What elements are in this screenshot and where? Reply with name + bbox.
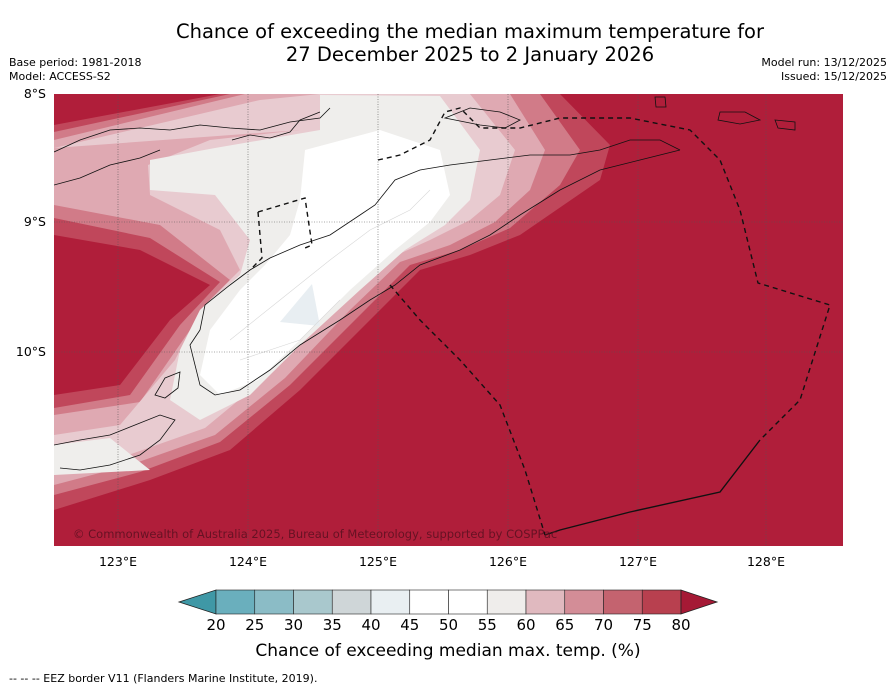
colorbar-tick-label: 65 <box>555 616 575 634</box>
coast-rote <box>154 371 181 399</box>
colorbar-tick-label: 75 <box>632 616 652 634</box>
coast-sumba <box>54 414 176 471</box>
colorbar-segment <box>331 589 372 615</box>
colorbar-arrow-high <box>680 589 719 615</box>
meta-right: Model run: 13/12/2025 Issued: 15/12/2025 <box>761 56 887 83</box>
coast-timor-south <box>189 149 681 396</box>
title-line-1: Chance of exceeding the median maximum t… <box>175 20 765 43</box>
model-name: Model: ACCESS-S2 <box>9 69 111 83</box>
colorbar-segment <box>409 589 449 615</box>
colorbar-tick-label: 55 <box>477 616 497 634</box>
band-45-50 <box>280 284 320 326</box>
issued-date: Issued: 15/12/2025 <box>780 69 887 83</box>
colorbar-segment <box>603 589 643 615</box>
lon-label-126e: 126°E <box>488 554 527 569</box>
coast-alor <box>231 111 321 141</box>
colorbar-segment <box>564 589 604 615</box>
lon-label-124e: 124°E <box>228 554 267 569</box>
colorbar-segment <box>525 589 566 615</box>
eez-footnote: -- -- -- EEZ border V11 (Flanders Marine… <box>9 672 318 685</box>
lon-label-123e: 123°E <box>98 554 137 569</box>
colorbar-tick-label: 40 <box>361 616 381 634</box>
base-period: Base period: 1981-2018 <box>9 56 142 69</box>
colorbar-segment <box>293 589 333 615</box>
colorbar-tick-label: 45 <box>400 616 420 634</box>
colorbar-tick-label: 25 <box>245 616 265 634</box>
chart-title: Chance of exceeding the median maximum t… <box>0 20 896 66</box>
colorbar-segment <box>370 589 411 615</box>
lon-label-128e: 128°E <box>746 554 785 569</box>
graticule <box>54 94 843 546</box>
lat-label-9s: 9°S <box>23 214 46 229</box>
coast-flores <box>54 107 331 186</box>
colorbar-segment <box>486 589 527 615</box>
title-line-2: 27 December 2025 to 2 January 2026 <box>285 43 655 66</box>
eez-border <box>249 107 831 536</box>
colorbar <box>177 589 719 615</box>
band-50-55 <box>200 130 450 395</box>
colorbar-tick-label: 80 <box>671 616 691 634</box>
colorbar-tick-label: 60 <box>516 616 536 634</box>
colorbar-tick-label: 35 <box>322 616 342 634</box>
colorbar-segment <box>641 589 682 615</box>
colorbar-segment <box>448 589 488 615</box>
inner-contour <box>229 189 431 361</box>
copyright-notice: © Commonwealth of Australia 2025, Bureau… <box>73 527 558 541</box>
probability-map <box>54 94 843 546</box>
lon-label-125e: 125°E <box>358 554 397 569</box>
colorbar-tick-label: 70 <box>593 616 614 634</box>
lat-label-8s: 8°S <box>23 86 46 101</box>
coast-wetar <box>443 107 521 129</box>
model-run: Model run: 13/12/2025 <box>761 56 887 69</box>
colorbar-tick-label: 50 <box>438 616 459 634</box>
lon-label-127e: 127°E <box>618 554 657 569</box>
colorbar-segment <box>254 589 294 615</box>
meta-left: Base period: 1981-2018 Model: ACCESS-S2 <box>9 56 141 83</box>
colorbar-label: Chance of exceeding median max. temp. (%… <box>255 641 641 661</box>
colorbar-tick-label: 30 <box>283 616 304 634</box>
colorbar-arrow-low <box>177 589 217 615</box>
colorbar-segment <box>215 589 256 615</box>
lat-label-10s: 10°S <box>15 344 46 359</box>
colorbar-tick-label: 20 <box>206 616 226 634</box>
coast-islands-ne <box>654 96 796 131</box>
